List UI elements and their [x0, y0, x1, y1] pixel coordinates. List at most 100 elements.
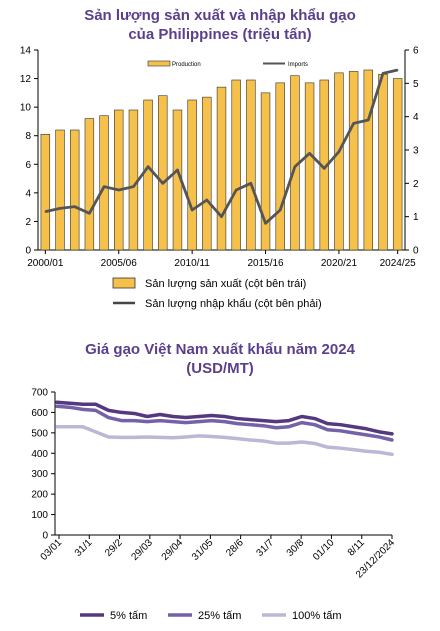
production-bar — [246, 79, 256, 251]
left-y-tick-label: 2 — [25, 217, 31, 228]
left-y-tick-label: 0 — [25, 246, 31, 257]
production-bar — [378, 73, 388, 251]
production-bar — [275, 82, 285, 251]
production-bar — [143, 99, 153, 251]
chart2-x-tick-label: 8/11 — [346, 537, 367, 558]
chart2-legend-label: 100% tấm — [292, 610, 342, 622]
chart2-series-line — [55, 424, 394, 457]
chart2-title-line1: Giá gạo Việt Nam xuất khẩu năm 2024 — [85, 341, 355, 358]
imports-point — [161, 182, 164, 185]
production-bar — [128, 109, 139, 251]
production-bar — [304, 82, 315, 251]
production-bar — [216, 86, 227, 251]
chart2-x-tick-label: 28/6 — [224, 537, 246, 559]
imports-point — [367, 119, 370, 121]
production-bars — [40, 69, 403, 251]
imports-point — [352, 122, 355, 125]
production-bar — [40, 133, 51, 251]
chart2-x-tick-label: 29/03 — [129, 537, 155, 563]
production-bar — [55, 129, 65, 251]
left-y-tick-label: 6 — [25, 160, 31, 171]
chart2-y-tick-label: 300 — [31, 469, 48, 480]
left-y-tick-label: 14 — [20, 46, 32, 57]
chart2-y-tick-label: 200 — [31, 490, 48, 501]
chart2-x-tick-label: 30/8 — [285, 537, 307, 559]
chart2-x-tick-label: 31/1 — [73, 537, 95, 559]
x-tick-label: 2005/06 — [101, 258, 138, 269]
imports-point — [279, 209, 282, 211]
chart2-x-tick-label: 01/10 — [311, 537, 337, 563]
chart2-x-tick-label: 31/05 — [190, 537, 216, 563]
chart2-axes — [51, 391, 393, 539]
right-y-tick-label: 1 — [413, 212, 419, 223]
right-y-tick-label: 3 — [413, 146, 419, 157]
imports-point — [73, 205, 76, 208]
chart2-legend-label: 25% tấm — [198, 610, 241, 622]
production-bar — [231, 79, 241, 251]
production-bar — [114, 109, 124, 251]
right-y-tick-label: 4 — [413, 112, 419, 123]
chart2-y-tick-label: 100 — [31, 510, 48, 521]
chart2-y-tick-label: 400 — [31, 449, 48, 460]
chart2-x-tick-label: 31/7 — [254, 537, 276, 559]
imports-point — [382, 72, 384, 75]
x-tick-label: 2015/16 — [247, 258, 284, 269]
legend-imports-label: Sản lượng nhập khẩu (cột bên phải) — [145, 298, 322, 310]
chart2-legend: 5% tấm 25% tấm 100% tấm — [80, 610, 342, 622]
production-bar — [363, 69, 374, 251]
imports-point — [147, 165, 149, 168]
imports-point — [44, 210, 47, 213]
chart1-inline-legend: Production Imports — [147, 60, 308, 68]
x-tick-label: 2020/21 — [321, 258, 358, 269]
right-y-tick-label: 0 — [413, 246, 419, 257]
imports-point — [117, 189, 120, 191]
production-bar — [392, 78, 403, 251]
imports-point — [59, 207, 61, 210]
imports-point — [191, 209, 193, 211]
imports-point — [264, 222, 267, 225]
imports-point — [103, 185, 105, 188]
imports-point — [338, 150, 340, 153]
production-bar — [260, 92, 271, 251]
production-bar — [187, 99, 197, 251]
left-y-tick-label: 4 — [25, 188, 31, 199]
chart2-x-tick-label: 29/2 — [103, 537, 125, 559]
chart2-series-line — [55, 404, 394, 442]
right-y-tick-label: 5 — [413, 79, 419, 90]
production-bar — [69, 129, 80, 251]
imports-point — [220, 215, 223, 218]
chart1-legend: Sản lượng sản xuất (cột bên trái) Sản lư… — [112, 277, 322, 310]
right-y-tick-label: 6 — [413, 46, 419, 57]
chart2-x-tick-label: 29/04 — [160, 537, 186, 563]
x-tick-label: 2000/01 — [27, 258, 64, 269]
imports-point — [396, 69, 399, 71]
inline-legend-production-swatch — [147, 60, 171, 67]
chart2-legend-label: 5% tấm — [110, 610, 147, 622]
imports-point — [132, 185, 135, 188]
production-bar — [84, 118, 95, 251]
x-tick-label: 2024/25 — [380, 258, 417, 269]
production-bar — [158, 95, 168, 251]
production-bar — [334, 72, 344, 251]
chart2-title: Giá gạo Việt Nam xuất khẩu năm 2024 (USD… — [0, 340, 440, 378]
chart1-title: Sản lượng sản xuất và nhập khẩu gạo của … — [0, 6, 440, 44]
chart2-y-tick-label: 700 — [31, 388, 48, 399]
right-y-tick-label: 2 — [413, 179, 419, 190]
left-y-tick-label: 12 — [20, 74, 32, 85]
imports-point — [250, 182, 252, 185]
chart1-title-line2: của Philippines (triệu tấn) — [128, 26, 312, 43]
legend-production-swatch — [112, 277, 136, 289]
legend-production-label: Sản lượng sản xuất (cột bên trái) — [145, 278, 306, 290]
chart2-series-line — [55, 400, 394, 436]
production-bar — [348, 71, 359, 251]
chart2-y-tick-label: 600 — [31, 408, 48, 419]
left-y-tick-label: 10 — [20, 103, 32, 114]
imports-point — [294, 165, 296, 168]
imports-line — [44, 68, 399, 225]
chart2-y-tick-label: 500 — [31, 428, 48, 439]
x-tick-label: 2010/11 — [174, 258, 210, 269]
inline-legend-production-label: Production — [172, 62, 201, 68]
